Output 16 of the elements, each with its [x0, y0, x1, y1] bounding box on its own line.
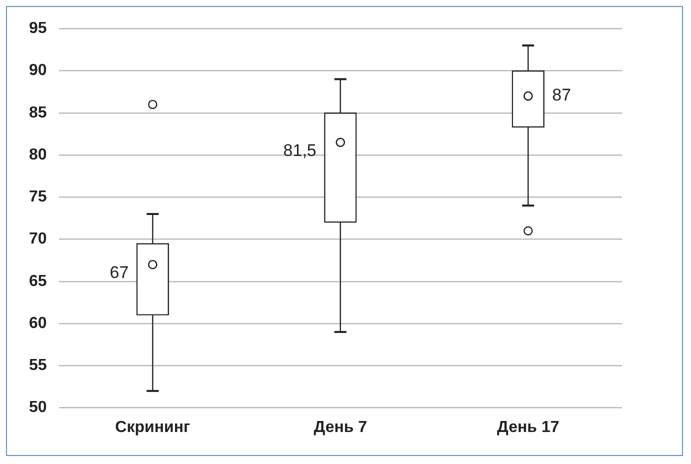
x-tick-label: День 17 [497, 418, 560, 436]
x-tick-label: Скрининг [115, 418, 190, 436]
y-tick-label: 90 [29, 62, 47, 80]
text: 67 [110, 263, 129, 282]
text: 81,5 [283, 141, 316, 160]
text: 87 [552, 86, 572, 105]
y-tick-label: 70 [29, 230, 47, 248]
y-tick-label: 75 [29, 188, 47, 206]
y-tick-label: 80 [29, 146, 47, 164]
y-tick-label: 65 [29, 272, 47, 290]
x-tick-label: День 7 [314, 418, 368, 436]
y-tick-label: 60 [29, 314, 47, 332]
y-tick-label: 55 [29, 357, 47, 374]
y-tick-label: 85 [29, 104, 47, 122]
y-tick-label: 95 [29, 20, 47, 38]
y-tick-label: 50 [29, 399, 47, 416]
